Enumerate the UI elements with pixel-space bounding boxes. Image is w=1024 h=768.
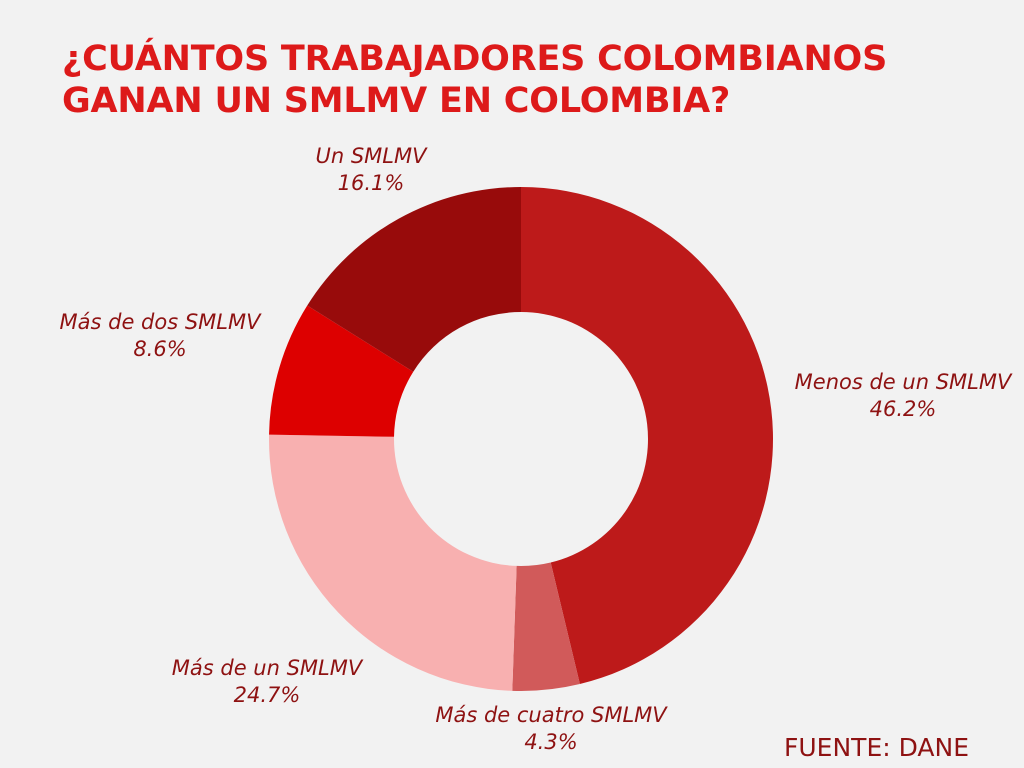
donut-slices (268, 187, 774, 691)
slice-label-mas-de-dos-smlmv: Más de dos SMLMV (60, 310, 263, 334)
slice-label-un-smlmv: Un SMLMV (316, 144, 429, 168)
slice-value-menos-de-un-smlmv: 46.2% (870, 397, 937, 421)
slice-un-smlmv (307, 187, 521, 372)
slice-mas-de-cuatro-smlmv (512, 562, 580, 691)
chart-title: ¿CUÁNTOS TRABAJADORES COLOMBIANOS GANAN … (62, 38, 1002, 122)
slice-label-mas-de-un-smlmv: Más de un SMLMV (172, 656, 364, 680)
slice-value-un-smlmv: 16.1% (338, 171, 405, 195)
chart-title-line-1: ¿CUÁNTOS TRABAJADORES COLOMBIANOS (62, 39, 888, 79)
source-note: FUENTE: DANE (784, 733, 970, 762)
slice-value-mas-de-un-smlmv: 24.7% (234, 683, 301, 707)
slice-label-mas-de-cuatro-smlmv: Más de cuatro SMLMV (435, 703, 668, 727)
slice-mas-de-dos-smlmv (269, 305, 414, 437)
chart-title-line-2: GANAN UN SMLMV EN COLOMBIA? (62, 81, 731, 121)
slice-value-mas-de-dos-smlmv: 8.6% (133, 337, 186, 361)
slice-mas-de-un-smlmv (268, 434, 517, 691)
slice-menos-de-un-smlmv (521, 187, 774, 685)
slice-labels: Menos de un SMLMV 46.2% Más de cuatro SMLM… (60, 144, 1013, 754)
slice-label-menos-de-un-smlmv: Menos de un SMLMV (795, 370, 1013, 394)
slice-value-mas-de-cuatro-smlmv: 4.3% (524, 730, 577, 754)
